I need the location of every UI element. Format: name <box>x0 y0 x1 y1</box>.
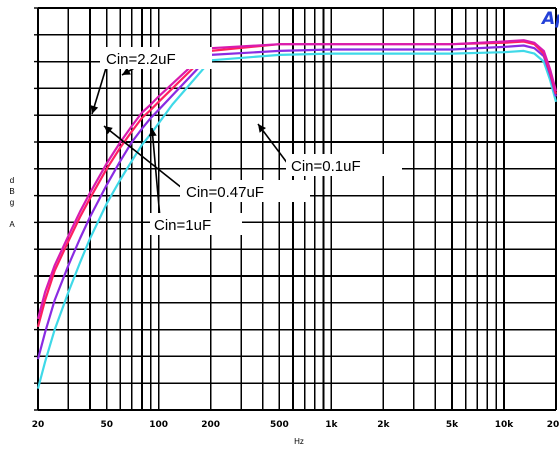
annotation-label-cin-0-47uf: Cin=0.47uF <box>186 184 264 201</box>
x-tick-label-5: 1k <box>325 420 338 430</box>
x-tick-label-4: 500 <box>270 420 289 430</box>
series-line-cin-1uf <box>36 40 558 328</box>
y-axis-label-char-4: A <box>9 220 15 229</box>
series-curves <box>36 39 558 389</box>
annotation-arrowhead-cin-2-2uf-1 <box>122 67 131 75</box>
x-tick-label-1: 50 <box>100 420 113 430</box>
annotation-label-cin-1uf: Cin=1uF <box>154 217 211 234</box>
y-axis-label: dBg A <box>9 176 15 229</box>
x-tick-label-8: 10k <box>495 420 515 430</box>
series-line-cin-0-1uf <box>36 49 558 389</box>
annotation-arrowhead-cin-0-47uf-0 <box>104 126 113 135</box>
x-tick-label-6: 2k <box>377 420 390 430</box>
x-tick-label-0: 20 <box>32 420 45 430</box>
y-axis-label-char-2: g <box>10 198 14 207</box>
annotation-arrow-cin-1uf-0 <box>151 127 161 219</box>
x-tick-label-2: 100 <box>149 420 168 430</box>
series-line-cin-0-47uf <box>36 44 558 360</box>
x-tick-label-7: 5k <box>446 420 459 430</box>
y-axis-label-char-0: d <box>10 176 14 185</box>
annotation-box-cin-0-1uf <box>286 154 402 176</box>
annotations: Cin=2.2uF Cin=0.1uF Cin=0.47uF Cin=1uF <box>90 47 402 235</box>
annotation-arrow-cin-0-47uf-0 <box>103 125 183 189</box>
annotation-arrow-cin-0-1uf-0 <box>257 123 289 165</box>
x-axis-label: Hz <box>294 437 304 446</box>
annotation-box-cin-2-2uf <box>100 47 212 69</box>
x-tick-label-3: 200 <box>201 420 220 430</box>
annotation-label-cin-2-2uf: Cin=2.2uF <box>106 51 176 68</box>
y-ticks <box>34 7 40 411</box>
series-line-cin-2-2uf <box>36 39 558 320</box>
annotation-label-cin-0-1uf: Cin=0.1uF <box>291 158 361 175</box>
x-tick-label-9: 20k <box>547 420 559 430</box>
x-tick-labels: 20 50 100 200 500 1k 2k 5k 10k 20k <box>32 420 559 430</box>
annotation-box-cin-1uf <box>150 213 242 235</box>
brand-logo: Ap <box>540 9 559 29</box>
annotation-arrowhead-cin-0-1uf-0 <box>258 124 266 133</box>
annotation-arrowhead-cin-2-2uf-0 <box>90 105 99 114</box>
y-axis-label-char-1: B <box>9 187 14 196</box>
annotation-arrow-cin-2-2uf-0 <box>91 67 107 115</box>
annotation-box-cin-0-47uf <box>180 180 310 202</box>
annotation-arrowhead-cin-1uf-0 <box>148 128 157 137</box>
